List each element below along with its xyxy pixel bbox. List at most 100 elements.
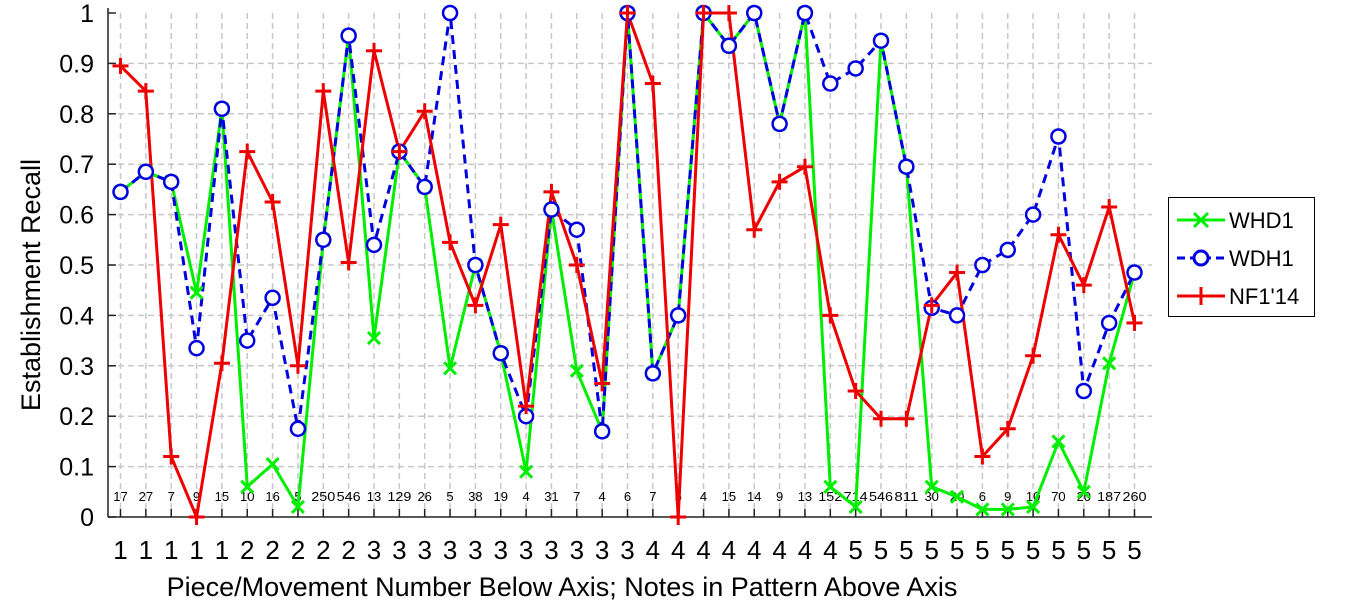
marker-circle <box>568 221 586 238</box>
marker-circle <box>416 178 433 196</box>
x-tick-label: 5 <box>1001 535 1015 565</box>
data-point-2-16 <box>518 398 535 415</box>
note-count-label: 15 <box>215 489 229 504</box>
data-point-1-28 <box>822 75 839 92</box>
x-tick-label: 5 <box>1102 535 1116 565</box>
x-tick-label: 3 <box>570 535 584 565</box>
data-point-0-13 <box>442 361 458 376</box>
data-point-1-5 <box>239 332 256 349</box>
data-point-1-38 <box>1075 382 1093 400</box>
note-count-label: 546 <box>869 489 893 504</box>
data-point-2-36 <box>1025 347 1042 364</box>
data-point-2-6 <box>264 194 281 210</box>
note-count-label: 30 <box>924 489 938 504</box>
data-point-2-11 <box>391 143 408 160</box>
note-count-label: 27 <box>139 489 153 504</box>
note-count-label: 4 <box>522 489 529 504</box>
legend-item-nf1-14: NF1'14 <box>1169 278 1314 314</box>
note-count-label: 31 <box>544 489 558 504</box>
marker-circle <box>746 4 763 22</box>
data-point-1-13 <box>441 4 459 22</box>
data-point-2-9 <box>340 254 357 271</box>
marker-x <box>366 331 382 346</box>
note-count-label: 811 <box>894 489 918 504</box>
legend-label-wdh1: WDH1 <box>1229 246 1294 271</box>
data-point-1-39 <box>1100 314 1118 332</box>
data-point-2-37 <box>1050 226 1067 243</box>
x-tick-label: 2 <box>341 535 355 565</box>
x-tick-label: 3 <box>519 535 533 565</box>
x-tick-label: 2 <box>316 535 330 565</box>
marker-circle <box>137 163 155 181</box>
marker-x <box>1000 502 1015 517</box>
y-tick-label: 0.1 <box>59 454 94 482</box>
data-point-0-28 <box>823 479 838 494</box>
marker-circle <box>948 307 966 324</box>
note-count-label: 4 <box>700 489 707 504</box>
x-tick-label: 5 <box>848 535 862 565</box>
data-point-2-19 <box>594 375 611 392</box>
y-tick-label: 0.4 <box>59 302 94 330</box>
note-count-label: 6 <box>979 489 986 504</box>
marker-circle <box>441 4 459 22</box>
note-count-label: 9 <box>776 489 783 504</box>
data-point-2-4 <box>213 355 230 372</box>
marker-x <box>442 361 458 376</box>
marker-circle <box>188 339 205 357</box>
data-point-2-32 <box>923 297 940 314</box>
data-point-1-0 <box>112 183 129 201</box>
data-point-1-40 <box>1126 264 1143 281</box>
y-tick-label: 0.7 <box>59 151 94 179</box>
data-point-2-0 <box>112 57 129 74</box>
marker-circle <box>593 423 611 440</box>
marker-x <box>290 499 306 514</box>
data-point-2-38 <box>1075 277 1092 294</box>
data-point-2-27 <box>796 158 813 175</box>
marker-circle <box>213 100 231 118</box>
data-point-0-39 <box>1102 356 1117 371</box>
marker-x <box>823 479 838 494</box>
x-tick-label: 3 <box>443 535 457 565</box>
data-point-2-22 <box>670 509 687 525</box>
marker-circle <box>847 60 864 77</box>
x-tick-label: 5 <box>1026 535 1040 565</box>
data-point-1-17 <box>543 201 560 218</box>
data-point-2-34 <box>974 448 991 465</box>
data-point-2-21 <box>644 75 661 92</box>
data-point-1-21 <box>644 365 662 382</box>
x-axis-label: Piece/Movement Number Below Axis; Notes … <box>167 572 958 602</box>
marker-circle <box>162 173 180 191</box>
y-tick-label: 0.6 <box>59 202 94 230</box>
marker-circle <box>1100 314 1118 332</box>
note-count-label: 16 <box>265 489 279 504</box>
marker-circle <box>898 158 915 175</box>
marker-circle <box>340 27 357 44</box>
note-count-label: 4 <box>599 489 606 504</box>
x-tick-label: 1 <box>113 535 127 565</box>
note-count-label: 10 <box>240 489 254 504</box>
marker-circle <box>974 256 991 274</box>
data-point-1-6 <box>264 289 281 307</box>
note-count-label: 5 <box>446 489 453 504</box>
series-markers <box>112 4 1143 525</box>
data-point-2-18 <box>568 257 585 273</box>
marker-circle <box>264 289 281 307</box>
note-count-label: 38 <box>468 489 482 504</box>
marker-circle <box>669 307 687 324</box>
data-point-1-33 <box>948 307 966 324</box>
data-point-1-37 <box>1050 128 1067 145</box>
marker-x <box>848 499 863 514</box>
legend: WHD1 WDH1 NF1'14 <box>1168 197 1315 317</box>
marker-circle <box>365 236 383 254</box>
legend-swatch-whd1 <box>1177 211 1225 229</box>
marker-x <box>924 479 939 494</box>
x-tick-label: 3 <box>392 535 406 565</box>
note-count-label: 9 <box>193 489 200 504</box>
data-point-1-18 <box>568 221 586 238</box>
marker-circle <box>720 37 738 55</box>
x-tick-label: 4 <box>696 535 710 565</box>
y-tick-label: 0.2 <box>59 403 94 431</box>
note-count-labels: 17 27 7 9 15 10 16 5 250 546 13 129 26 5 38 19 4 31 7 4 6 7 5 4… <box>113 489 1146 504</box>
x-tick-label: 5 <box>924 535 938 565</box>
data-point-0-32 <box>924 479 939 494</box>
